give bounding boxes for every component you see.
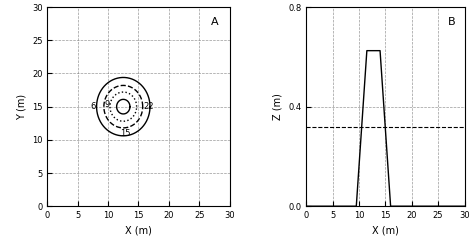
Text: B: B (448, 17, 456, 27)
Text: 6: 6 (91, 102, 96, 111)
Text: 22: 22 (143, 102, 154, 111)
X-axis label: X (m): X (m) (372, 226, 399, 236)
Text: 9: 9 (104, 100, 109, 109)
X-axis label: X (m): X (m) (125, 226, 152, 236)
Y-axis label: Z (m): Z (m) (273, 93, 283, 120)
Text: 15: 15 (120, 128, 130, 137)
Y-axis label: Y (m): Y (m) (17, 94, 27, 120)
Text: A: A (211, 17, 219, 27)
